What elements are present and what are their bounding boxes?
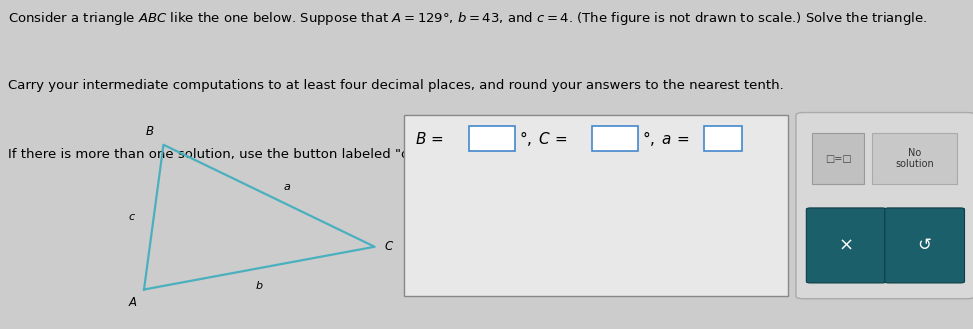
Text: B: B xyxy=(146,125,154,138)
Bar xyxy=(469,126,516,151)
Text: C: C xyxy=(384,240,392,253)
Bar xyxy=(703,126,742,151)
Text: ↺: ↺ xyxy=(918,237,931,254)
Text: $°,\;a\,=\,$: $°,\;a\,=\,$ xyxy=(642,129,690,148)
Bar xyxy=(811,133,864,184)
Text: ×: × xyxy=(839,237,853,254)
FancyBboxPatch shape xyxy=(796,113,973,299)
Bar xyxy=(593,126,638,151)
Text: No
solution: No solution xyxy=(895,148,934,169)
Text: Carry your intermediate computations to at least four decimal places, and round : Carry your intermediate computations to … xyxy=(8,79,783,92)
Text: □=□: □=□ xyxy=(825,154,851,164)
Bar xyxy=(873,133,957,184)
Text: c: c xyxy=(128,212,134,222)
FancyBboxPatch shape xyxy=(807,208,886,283)
Text: A: A xyxy=(128,296,136,309)
Bar xyxy=(404,115,788,296)
Text: $B\,=\,$: $B\,=\,$ xyxy=(415,131,445,147)
Text: Consider a triangle $\mathit{ABC}$ like the one below. Suppose that $A=129°$, $b: Consider a triangle $\mathit{ABC}$ like … xyxy=(8,10,927,27)
Text: $°,\;C\,=\,$: $°,\;C\,=\,$ xyxy=(520,129,568,148)
FancyBboxPatch shape xyxy=(884,208,964,283)
Text: b: b xyxy=(256,281,263,291)
Text: a: a xyxy=(284,183,291,192)
Text: If there is more than one solution, use the button labeled "or".: If there is more than one solution, use … xyxy=(8,148,424,161)
